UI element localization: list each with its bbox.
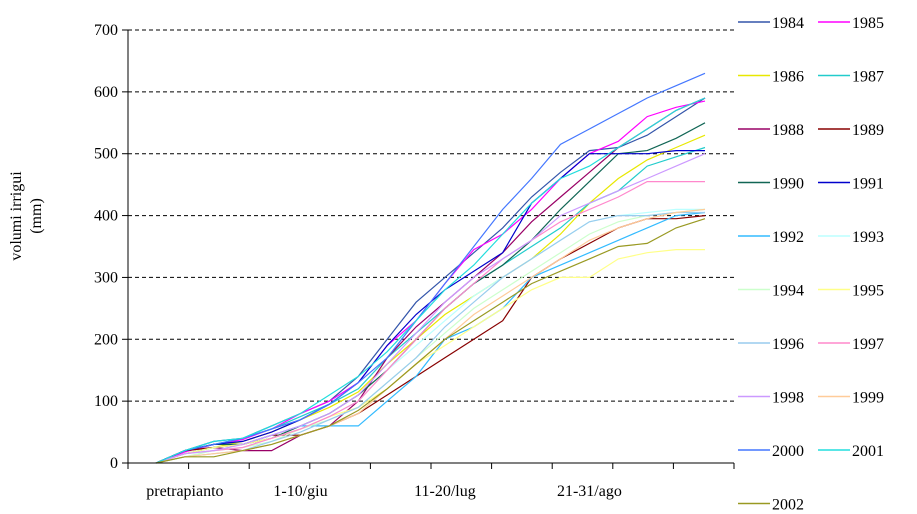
- y-tick-label: 400: [94, 208, 118, 225]
- y-tick-label: 200: [94, 331, 118, 348]
- series-line-1997: [155, 181, 705, 464]
- series-line-2002: [155, 218, 706, 464]
- legend-label-1997: 1997: [852, 336, 884, 353]
- series-line-1985: [155, 100, 706, 464]
- y-tick-label: 100: [94, 393, 118, 410]
- y-axis-label-line1: volumi irrigui: [8, 171, 25, 261]
- x-tick-label: 21-31/ago: [557, 483, 622, 500]
- series-line-2000: [155, 72, 706, 464]
- series-lines: [155, 72, 706, 464]
- series-line-1988: [155, 97, 706, 464]
- y-tick-label: 700: [94, 22, 118, 39]
- y-axis-label-line2: (mm): [28, 198, 45, 234]
- y-axis-label: volumi irrigui (mm): [8, 171, 45, 261]
- legend-label-1985: 1985: [852, 15, 884, 32]
- legend-label-1988: 1988: [772, 122, 804, 139]
- x-tick-label: pretrapianto: [146, 483, 223, 500]
- legend-label-1989: 1989: [852, 122, 884, 139]
- legend-label-2000: 2000: [772, 443, 804, 460]
- series-line-1999: [155, 208, 706, 464]
- series-line-1998: [155, 153, 706, 464]
- legend-label-1986: 1986: [772, 69, 804, 86]
- legend-label-2002: 2002: [772, 497, 804, 514]
- legend-label-1990: 1990: [772, 176, 804, 193]
- series-line-1995: [155, 249, 705, 464]
- legend-label-1987: 1987: [852, 69, 884, 86]
- x-tick-label: 11-20/lug: [414, 483, 476, 500]
- y-tick-label: 600: [94, 84, 118, 101]
- legend-label-1994: 1994: [772, 283, 804, 300]
- series-line-1986: [155, 134, 706, 464]
- series-line-1993: [155, 208, 705, 464]
- series-line-1991: [155, 150, 705, 464]
- y-tick-label: 0: [110, 455, 118, 472]
- legend-label-1993: 1993: [852, 229, 884, 246]
- x-tick-labels: pretrapianto 1-10/giu 11-20/lug 21-31/ago: [146, 483, 622, 500]
- legend-label-1995: 1995: [852, 283, 884, 300]
- x-tick-label: 1-10/giu: [273, 483, 327, 500]
- legend: 1984 1985 1986 1987 1988 1989 1990 1991 1992 1993…: [738, 15, 884, 514]
- series-line-1994: [155, 208, 706, 464]
- grid-lines: [128, 29, 734, 402]
- series-line-2001: [155, 97, 706, 464]
- legend-label-1984: 1984: [772, 15, 804, 32]
- y-tick-label: 500: [94, 146, 118, 163]
- legend-label-1999: 1999: [852, 390, 884, 407]
- axes: [127, 30, 735, 469]
- y-tick-label: 300: [94, 269, 118, 286]
- legend-label-1996: 1996: [772, 336, 804, 353]
- legend-label-2001: 2001: [852, 443, 884, 460]
- y-tick-labels: 0 100 200 300 400 500 600 700: [94, 22, 128, 472]
- series-line-1996: [155, 211, 705, 464]
- series-line-1990: [155, 122, 706, 464]
- series-line-1992: [155, 211, 706, 464]
- legend-label-1998: 1998: [772, 390, 804, 407]
- legend-label-1991: 1991: [852, 176, 884, 193]
- legend-label-1992: 1992: [772, 229, 804, 246]
